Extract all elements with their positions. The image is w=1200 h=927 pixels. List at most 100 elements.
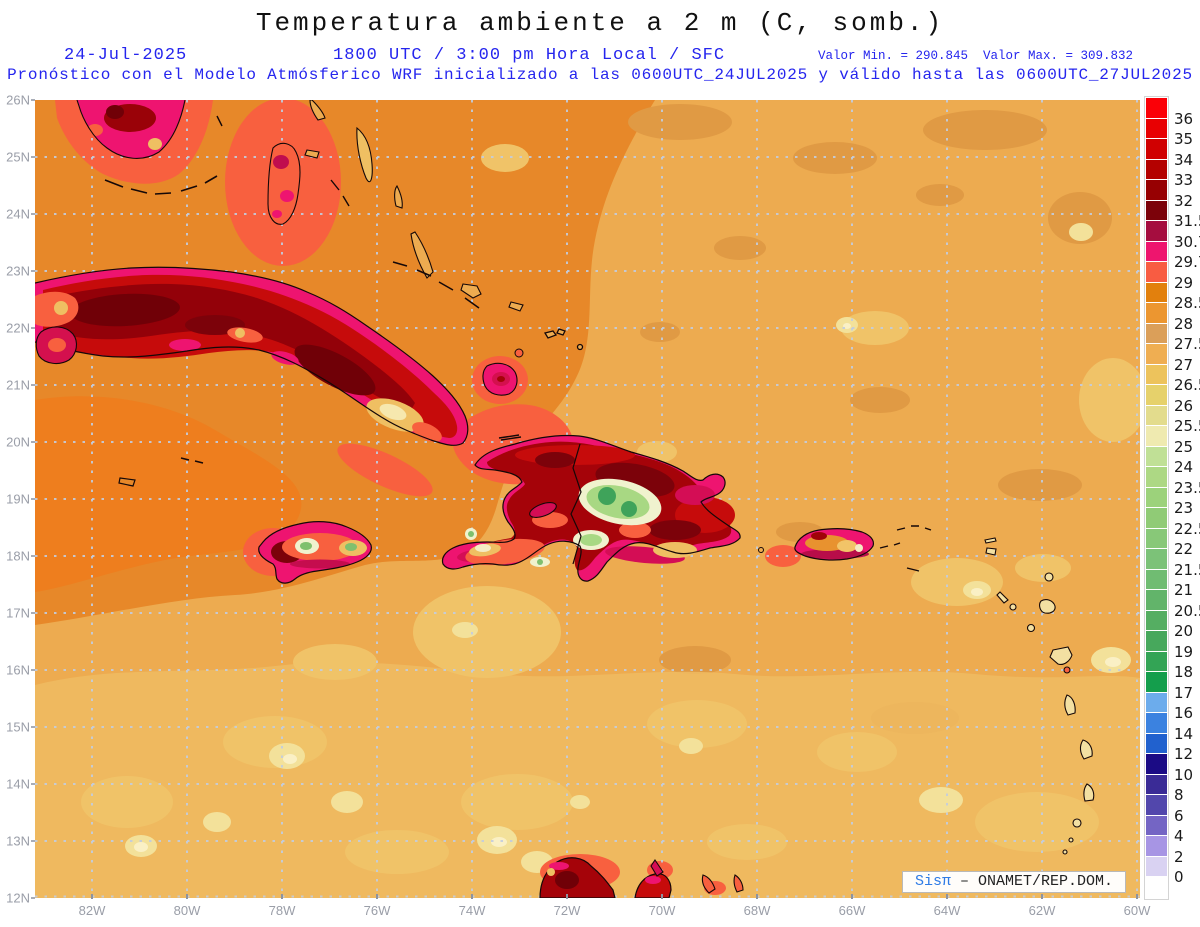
lon-tick — [471, 894, 473, 899]
colorbar-level-label: 35 — [1174, 130, 1194, 149]
lon-label: 68W — [743, 903, 771, 918]
colorbar-level-label: 16 — [1174, 704, 1194, 723]
lat-tick — [31, 441, 35, 443]
header-line-2: 24-Jul-2025 1800 UTC / 3:00 pm Hora Loca… — [0, 46, 1200, 66]
florida-keys — [104, 175, 218, 195]
colorbar-swatch — [1146, 446, 1167, 468]
island-jamaica — [258, 521, 372, 584]
colorbar-swatch — [1146, 487, 1167, 509]
colorbar-level-label: 28 — [1174, 314, 1194, 333]
lat-label: 24N — [6, 206, 30, 222]
lon-tick — [661, 894, 663, 899]
lat-label: 25N — [6, 149, 30, 165]
lon-label: 72W — [553, 903, 581, 918]
colorbar-swatch — [1146, 672, 1167, 693]
colorbar-swatch — [1146, 364, 1167, 386]
colorbar-level-label: 28.5 — [1174, 294, 1200, 313]
forecast-description: Pronóstico con el Modelo Atmósferico WRF… — [7, 66, 1193, 84]
lat-label: 18N — [6, 548, 30, 564]
map-plot-area: Sisπ – ONAMET/REP.DOM. — [35, 100, 1140, 898]
lat-label: 15N — [6, 719, 30, 735]
colorbar-level-label: 6 — [1174, 806, 1184, 825]
lat-tick — [31, 555, 35, 557]
lon-tick — [946, 894, 948, 899]
colorbar-swatch — [1146, 405, 1167, 427]
colorbar-level-label: 24 — [1174, 458, 1194, 477]
colorbar-level-label: 22.5 — [1174, 519, 1200, 538]
colorbar-swatch — [1146, 180, 1167, 201]
islands-bahamas — [216, 100, 524, 312]
sea-golden-zone — [35, 144, 1140, 898]
colorbar-swatch — [1146, 795, 1167, 816]
island-juventud-center — [48, 338, 66, 352]
lon-label: 76W — [363, 903, 391, 918]
colorbar-level-label: 26.5 — [1174, 376, 1200, 395]
lat-label: 14N — [6, 776, 30, 792]
lat-label: 22N — [6, 320, 30, 336]
lat-label: 21N — [6, 377, 30, 393]
colorbar-swatch — [1146, 426, 1167, 447]
lon-tick — [1041, 894, 1043, 899]
colorbar-swatch — [1146, 815, 1167, 837]
lat-tick — [31, 99, 35, 101]
colorbar-swatch — [1146, 569, 1167, 591]
colorbar-level-label: 10 — [1174, 765, 1194, 784]
colorbar-level-label: 23 — [1174, 499, 1194, 518]
colorbar-swatch — [1146, 692, 1167, 714]
lat-label: 12N — [6, 890, 30, 906]
colorbar-level-label: 30.7 — [1174, 232, 1200, 251]
lat-tick — [31, 213, 35, 215]
colorbar-swatch — [1146, 549, 1167, 570]
lon-tick — [186, 894, 188, 899]
colorbar-swatch — [1146, 467, 1167, 488]
islands-cayman — [118, 457, 204, 487]
colorbar-swatch — [1146, 323, 1167, 345]
colorbar-level-label: 31.5 — [1174, 212, 1200, 231]
lat-label: 13N — [6, 833, 30, 849]
colorbar-level-label: 34 — [1174, 150, 1194, 169]
watermark-badge: Sisπ – ONAMET/REP.DOM. — [901, 871, 1126, 893]
colorbar-swatch — [1146, 590, 1167, 611]
lat-tick — [31, 156, 35, 158]
island-cuba — [35, 261, 480, 446]
lon-label: 74W — [458, 903, 486, 918]
valid-time: 1800 UTC / 3:00 pm Hora Local / SFC — [333, 46, 726, 65]
colorbar-level-label: 29 — [1174, 273, 1194, 292]
colorbar-level-label: 27 — [1174, 355, 1194, 374]
lon-label: 78W — [268, 903, 296, 918]
colorbar-swatch — [1146, 98, 1167, 119]
lat-label: 20N — [6, 434, 30, 450]
colorbar-level-label: 27.5 — [1174, 335, 1200, 354]
lat-tick — [31, 384, 35, 386]
lat-tick — [31, 270, 35, 272]
lat-label: 23N — [6, 263, 30, 279]
lat-tick — [31, 669, 35, 671]
cuba-north-cays — [392, 261, 480, 309]
colorbar-swatch — [1146, 774, 1167, 796]
island-tortuga — [498, 434, 522, 441]
colorbar-swatch — [1146, 344, 1167, 365]
colorbar-level-label: 18 — [1174, 663, 1194, 682]
colorbar-level-label: 25.5 — [1174, 417, 1200, 436]
colorbar-level-label: 8 — [1174, 786, 1184, 805]
lat-label: 16N — [6, 662, 30, 678]
watermark-org: ONAMET/REP.DOM. — [977, 873, 1113, 890]
lat-tick — [31, 498, 35, 500]
run-date: 24-Jul-2025 — [64, 46, 188, 65]
lat-label: 19N — [6, 491, 30, 507]
islands-virgin — [896, 525, 932, 572]
colorbar-swatch — [1146, 508, 1167, 529]
lon-label: 80W — [173, 903, 201, 918]
colorbar-level-label: 36 — [1174, 109, 1194, 128]
lon-tick — [376, 894, 378, 899]
island-mona — [758, 547, 764, 553]
colorbar-swatch — [1146, 631, 1167, 652]
colorbar-level-label: 23.5 — [1174, 478, 1200, 497]
lat-label: 17N — [6, 605, 30, 621]
colorbar-swatch — [1146, 221, 1167, 242]
lat-label: 26N — [6, 92, 30, 108]
colorbar-swatch — [1146, 241, 1167, 263]
colorbar-level-label: 2 — [1174, 847, 1184, 866]
temperature-map-canvas — [35, 100, 1140, 898]
